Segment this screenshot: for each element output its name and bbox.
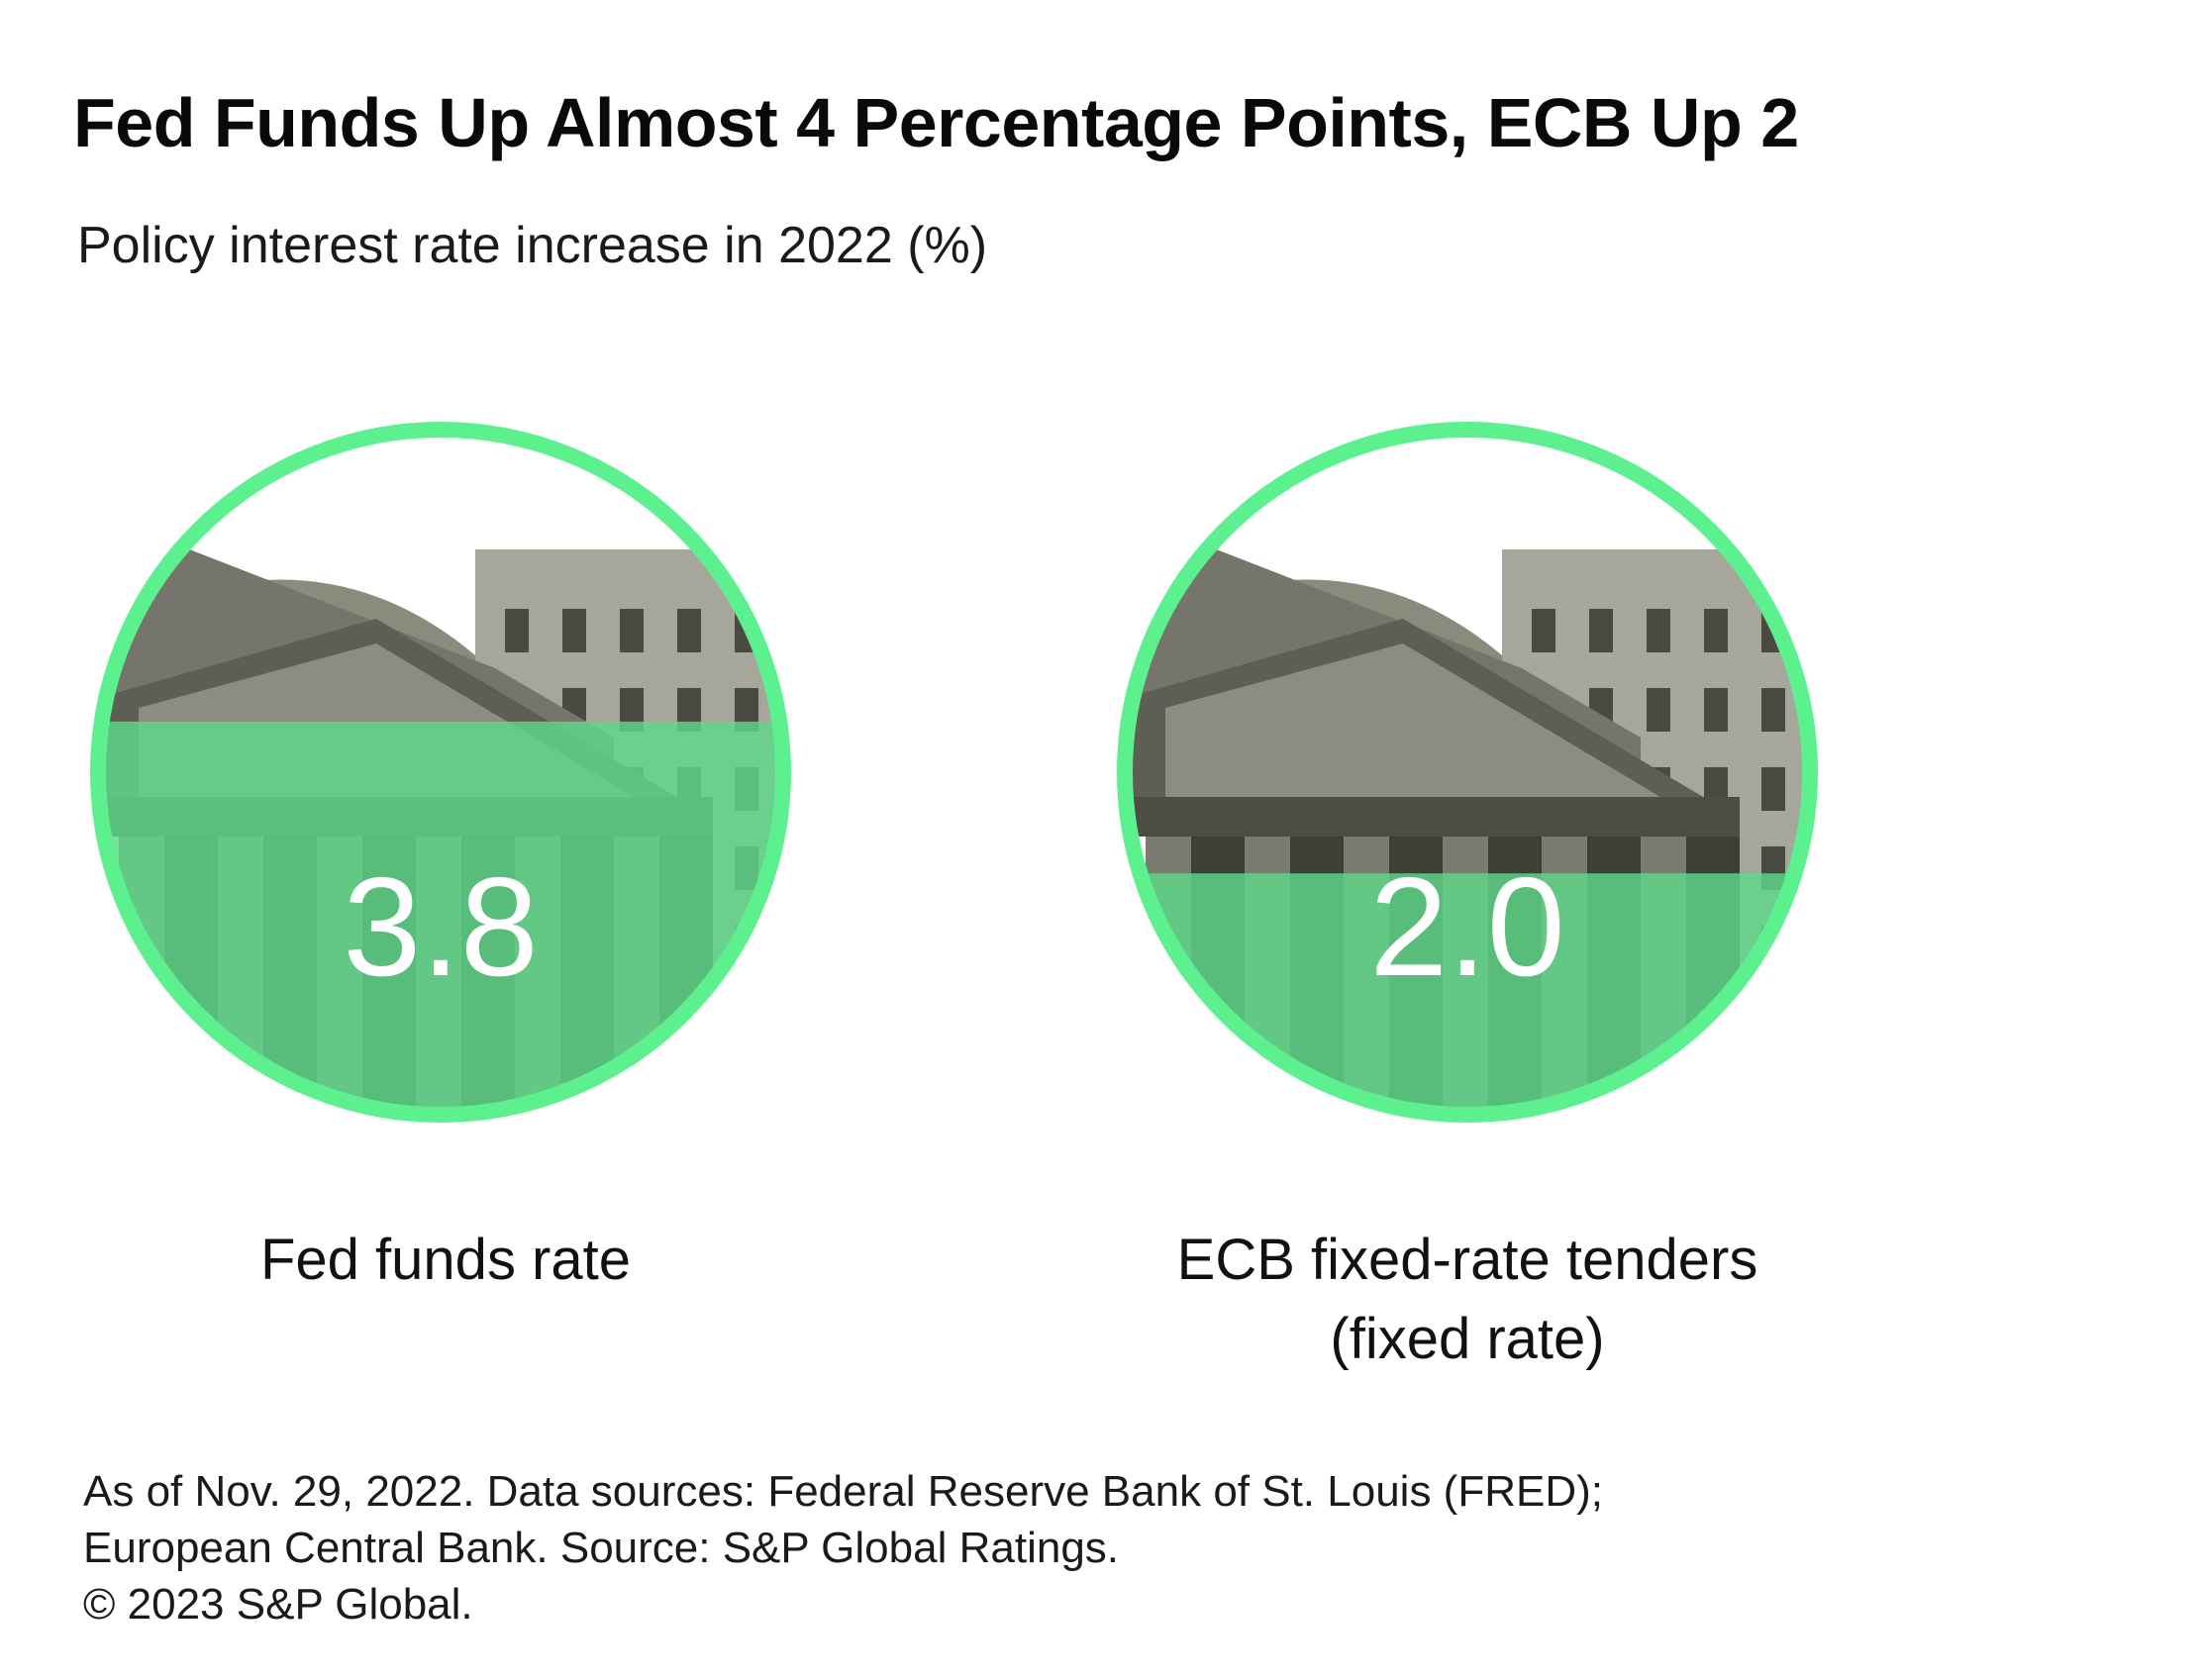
footnote: As of Nov. 29, 2022. Data sources: Feder… [83, 1463, 1603, 1632]
building-window [620, 609, 644, 652]
building-entablature [1129, 797, 1740, 837]
gauge-svg: 2.0 [1117, 422, 1818, 1123]
gauge-value-label: 2.0 [1369, 848, 1564, 1006]
gauge-label-line: Fed funds rate [260, 1228, 631, 1292]
footnote-line: As of Nov. 29, 2022. Data sources: Feder… [83, 1467, 1603, 1516]
building-window [677, 609, 701, 652]
gauge-ecb: 2.0 [1106, 411, 1829, 1134]
building-window [562, 609, 586, 652]
building-window [505, 609, 529, 652]
gauge-value-label: 3.8 [343, 848, 538, 1006]
building-window [1704, 688, 1728, 732]
pediment-tympanum [1165, 643, 1660, 797]
chart-subtitle: Policy interest rate increase in 2022 (%… [77, 217, 988, 274]
building-window [1589, 609, 1613, 652]
gauge-ring [1117, 422, 1818, 1123]
gauge-label-line: (fixed rate) [1330, 1307, 1605, 1371]
building-window [1647, 609, 1670, 652]
building-window [1761, 1005, 1785, 1048]
chart-title: Fed Funds Up Almost 4 Percentage Points,… [73, 84, 1799, 161]
gauge-ring [90, 422, 791, 1123]
building-window [735, 1005, 758, 1048]
gauge-label-fed-funds: Fed funds rate [0, 1221, 891, 1300]
gauge-svg: 3.8 [90, 422, 791, 1123]
building-window [1647, 688, 1670, 732]
building-window [1704, 609, 1728, 652]
gauge-fed-funds: 3.8 [79, 411, 802, 1134]
building-window [1761, 688, 1785, 732]
gauge-label-ecb: ECB fixed-rate tenders (fixed rate) [1022, 1221, 1913, 1379]
building-window [1761, 767, 1785, 811]
gauge-label-line: ECB fixed-rate tenders [1176, 1228, 1758, 1292]
building-window [1532, 609, 1555, 652]
footnote-line: © 2023 S&P Global. [83, 1580, 473, 1629]
footnote-line: European Central Bank. Source: S&P Globa… [83, 1524, 1120, 1572]
